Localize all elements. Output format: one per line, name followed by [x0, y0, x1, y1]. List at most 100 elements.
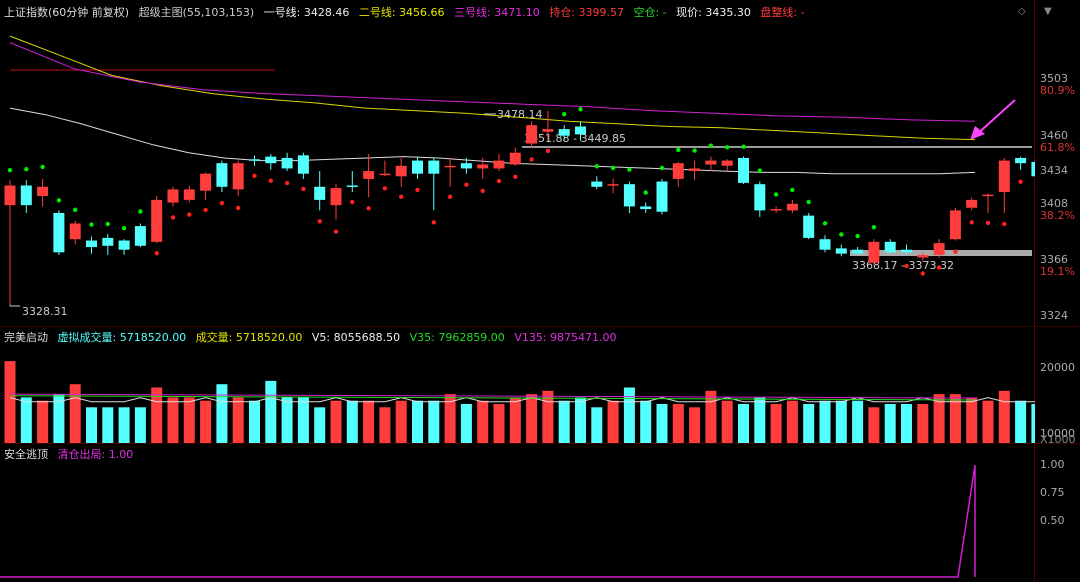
- low-annotation: 3328.31: [22, 305, 68, 318]
- candle-body: [20, 185, 32, 206]
- sar-dot: [578, 107, 583, 112]
- escape-header: 安全逃顶 清仓出局: 1.00: [4, 446, 139, 462]
- volume-bar: [493, 404, 505, 443]
- arrow-icon: [974, 99, 1016, 137]
- candle-body: [444, 165, 456, 168]
- index-name[interactable]: 上证指数(60分钟 前复权): [4, 6, 130, 19]
- candle-body: [591, 181, 603, 187]
- volume-bar: [868, 407, 880, 443]
- candle-body: [998, 160, 1010, 193]
- v35-line: [9, 395, 976, 401]
- candle-body: [460, 163, 472, 169]
- vol-indicator-name[interactable]: 完美启动: [4, 331, 48, 344]
- volume-bar: [966, 397, 978, 443]
- indicator-name[interactable]: 超级主图(55,103,153): [138, 6, 255, 19]
- virtual-volume: 虚拟成交量: 5718520.00: [57, 331, 187, 344]
- price-tick: 3324: [1040, 309, 1068, 322]
- volume-bar: [623, 387, 635, 443]
- panel-divider: [0, 443, 1080, 444]
- sar-dot: [953, 249, 958, 254]
- volume-bar: [102, 407, 114, 443]
- volume-bar: [379, 407, 391, 443]
- sar-dot: [447, 194, 453, 199]
- volume-bar: [803, 404, 815, 443]
- sar-dot: [24, 167, 29, 172]
- volume-bar: [460, 404, 472, 443]
- v135-line: [9, 393, 976, 399]
- candle-body: [689, 168, 701, 172]
- line1-value: 一号线: 3428.46: [263, 6, 350, 19]
- sar-dot: [725, 145, 730, 150]
- volume-bar: [770, 404, 782, 443]
- sar-dot: [187, 212, 192, 217]
- escape-indicator-name[interactable]: 安全逃顶: [4, 448, 48, 461]
- settings-icon[interactable]: ◇: [1018, 6, 1026, 17]
- sar-dot: [627, 167, 632, 172]
- volume-bar: [901, 404, 912, 443]
- candle-body: [379, 173, 391, 176]
- candle-body: [852, 249, 864, 254]
- sar-dot: [806, 199, 811, 205]
- sar-dot: [333, 229, 339, 234]
- line3-series: [9, 42, 976, 122]
- candle-body: [37, 186, 49, 196]
- sar-dot: [89, 222, 94, 227]
- escape-line: [0, 464, 976, 578]
- volume-bar: [314, 407, 326, 443]
- volume-bar: [558, 400, 570, 443]
- volume-bar: [265, 380, 277, 443]
- volume-bar: [607, 400, 619, 443]
- sar-dot: [969, 220, 974, 225]
- candle-body: [738, 157, 749, 183]
- volume-bar: [330, 400, 342, 443]
- clear-value: 清仓出局: 1.00: [57, 448, 134, 461]
- sar-dot: [415, 187, 420, 193]
- candle-body: [640, 206, 652, 210]
- candle-body: [526, 125, 538, 144]
- empty-value: 空仓: -: [633, 6, 667, 19]
- candle-body: [558, 129, 570, 136]
- chart-canvas[interactable]: 3328.31 3478.14 3451.88 - 3449.85 3368.1…: [0, 0, 1035, 582]
- volume-bar: [754, 397, 766, 443]
- candle-body: [118, 240, 130, 250]
- sar-dot: [154, 250, 159, 256]
- sar-dot: [643, 190, 648, 195]
- candle-body: [412, 160, 423, 174]
- volume-bar: [37, 400, 49, 443]
- candle-body: [705, 160, 717, 165]
- price-tick: 3434: [1040, 164, 1068, 177]
- sar-dot: [301, 186, 306, 192]
- volume-bar: [346, 400, 358, 443]
- sar-dot: [839, 232, 844, 237]
- sar-dot: [350, 199, 355, 205]
- v5-value: V5: 8055688.50: [311, 331, 401, 344]
- volume-bar: [444, 394, 456, 443]
- v135-value: V135: 9875471.00: [514, 331, 617, 344]
- candle-body: [395, 165, 407, 177]
- volume-bar: [998, 390, 1010, 443]
- candle-body: [623, 184, 635, 207]
- volume-bar: [738, 404, 749, 443]
- axis-separator: [1034, 0, 1035, 582]
- sar-dot: [985, 220, 991, 226]
- sar-dot: [871, 225, 877, 230]
- sar-dot: [138, 209, 143, 214]
- volume-bar: [118, 407, 130, 443]
- volume-bar: [1015, 400, 1027, 443]
- volume-header: 完美启动 虚拟成交量: 5718520.00 成交量: 5718520.00 V…: [4, 329, 623, 345]
- volume-bar: [428, 400, 440, 443]
- volume-bar: [705, 390, 717, 443]
- candle-body: [868, 241, 880, 263]
- volume-bar: [232, 397, 244, 443]
- chevron-down-icon[interactable]: ▼: [1044, 6, 1052, 17]
- volume-bar: [819, 400, 831, 443]
- volume-bar: [852, 400, 864, 443]
- fib-level: 19.1%: [1040, 265, 1075, 278]
- candle-body: [770, 209, 782, 211]
- sar-dot: [741, 144, 746, 149]
- candle-body: [672, 163, 684, 179]
- sar-dot: [399, 194, 404, 199]
- volume-bar: [216, 384, 228, 443]
- volume-bar: [4, 361, 16, 443]
- volume-bar: [281, 397, 293, 443]
